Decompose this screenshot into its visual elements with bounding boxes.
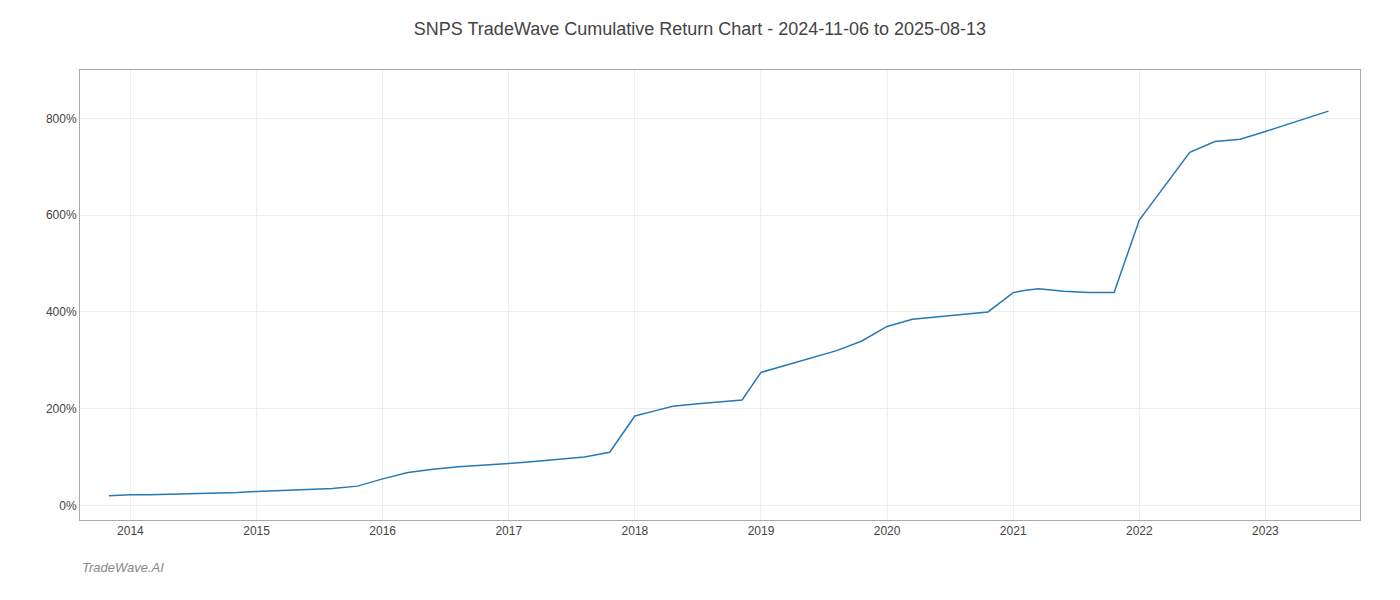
svg-text:SNPS TradeWave Cumulative Retu: SNPS TradeWave Cumulative Return Chart -… [414,19,986,39]
svg-text:2021: 2021 [1000,524,1027,538]
svg-text:2019: 2019 [748,524,775,538]
svg-text:2022: 2022 [1126,524,1153,538]
svg-text:2020: 2020 [874,524,901,538]
svg-text:200%: 200% [46,402,77,416]
svg-text:2016: 2016 [369,524,396,538]
svg-text:2017: 2017 [495,524,522,538]
svg-text:2023: 2023 [1252,524,1279,538]
svg-text:2014: 2014 [117,524,144,538]
svg-text:0%: 0% [59,499,77,513]
svg-text:2015: 2015 [243,524,270,538]
svg-text:TradeWave.AI: TradeWave.AI [82,560,164,575]
svg-text:600%: 600% [46,208,77,222]
svg-text:800%: 800% [46,112,77,126]
svg-text:400%: 400% [46,305,77,319]
svg-text:2018: 2018 [622,524,649,538]
